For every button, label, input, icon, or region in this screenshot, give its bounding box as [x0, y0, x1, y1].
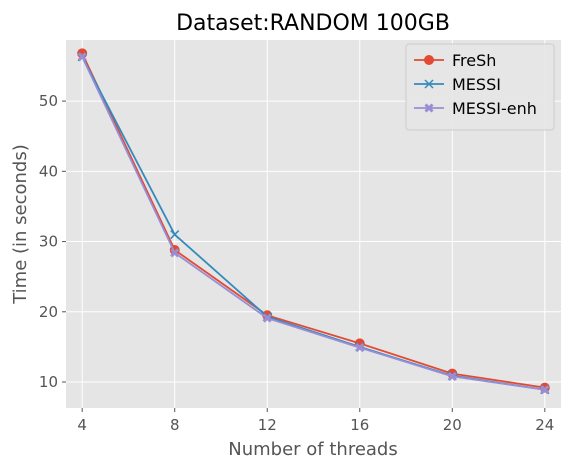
data-point-messi-enh [540, 385, 550, 395]
data-point-messi-enh [262, 313, 272, 323]
y-tick-label: 20 [39, 303, 58, 321]
x-tick-label: 16 [350, 416, 369, 434]
y-tick-label: 10 [39, 373, 58, 391]
y-tick-label: 50 [39, 92, 58, 110]
legend-marker-fresh [424, 55, 434, 65]
legend-label-messi: MESSI [452, 75, 501, 94]
legend-item-messi-enh: MESSI-enh [414, 99, 537, 118]
data-point-messi-enh [447, 371, 457, 381]
y-axis-label: Time (in seconds) [10, 144, 31, 305]
x-axis-label: Number of threads [228, 439, 397, 460]
series-line-fresh [81, 52, 545, 389]
y-tick-label: 40 [39, 162, 58, 180]
y-tick-label: 30 [39, 233, 58, 251]
legend: FreSh MESSI MESSI-enh [405, 43, 555, 131]
legend-item-messi: MESSI [414, 75, 501, 94]
x-tick-label: 12 [258, 416, 277, 434]
legend-marker-messi [424, 79, 434, 89]
chart-title: Dataset:RANDOM 100GB [176, 11, 450, 36]
x-tick-label: 20 [443, 416, 462, 434]
data-point-messi-enh [355, 343, 365, 353]
series-messi-enh [77, 52, 550, 395]
x-tick-label: 24 [535, 416, 554, 434]
legend-marker-messi-enh [424, 103, 434, 113]
legend-item-fresh: FreSh [414, 51, 496, 70]
axes: 4 8 12 16 20 24 10 20 30 40 50 [39, 92, 554, 434]
data-point-messi [170, 230, 180, 240]
legend-label-fresh: FreSh [452, 51, 496, 70]
data-point-messi-enh [170, 248, 180, 258]
x-tick-label: 8 [170, 416, 180, 434]
data-point-messi-enh [77, 52, 87, 62]
series-line-messi-enh [81, 56, 545, 391]
legend-label-messi-enh: MESSI-enh [452, 99, 537, 118]
x-tick-label: 4 [77, 416, 87, 434]
series-group [77, 48, 550, 395]
